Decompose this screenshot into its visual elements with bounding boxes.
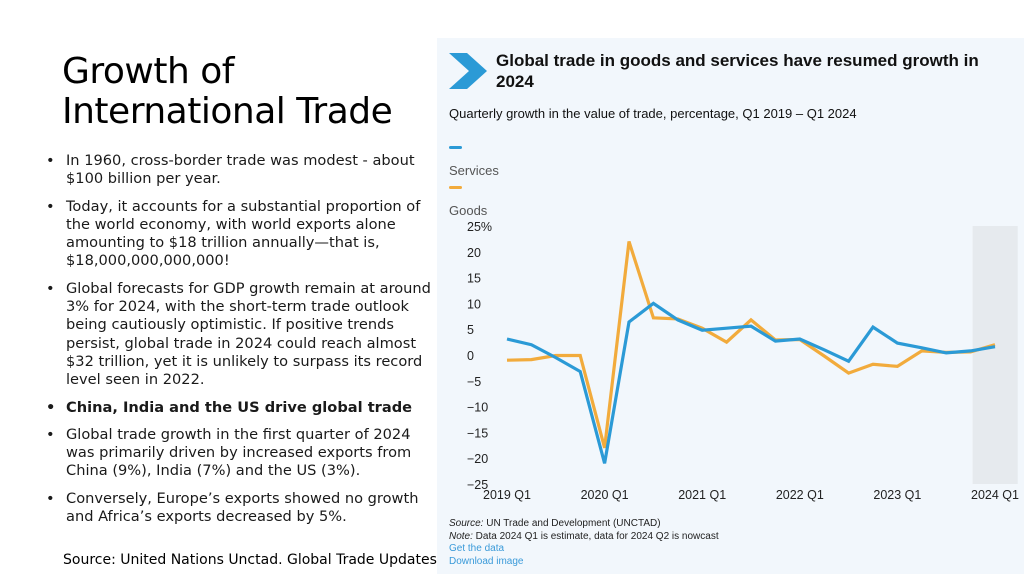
y-tick-label: 15 bbox=[467, 272, 481, 286]
chart-panel: Global trade in goods and services have … bbox=[437, 38, 1024, 574]
y-tick-label: 20 bbox=[467, 246, 481, 260]
download-image-link[interactable]: Download image bbox=[449, 555, 524, 567]
footer-note: Note: Data 2024 Q1 is estimate, data for… bbox=[449, 530, 719, 542]
series-line-services bbox=[506, 301, 996, 464]
y-tick-label: 25% bbox=[467, 220, 492, 234]
y-tick-label: 5 bbox=[467, 323, 474, 337]
series-line-goods bbox=[506, 241, 996, 449]
bullet-text: Global trade growth in the first quarter… bbox=[66, 425, 412, 480]
bullet-glyph: • bbox=[46, 425, 55, 443]
bullet-text: Today, it accounts for a substantial pro… bbox=[66, 197, 421, 270]
y-tick-label: 10 bbox=[467, 297, 481, 311]
bullet-glyph: • bbox=[46, 489, 55, 507]
chart-title: Global trade in goods and services have … bbox=[496, 51, 979, 91]
bullet-item: • Conversely, Europe’s exports showed no … bbox=[40, 490, 432, 527]
bullet-item: • In 1960, cross-border trade was modest … bbox=[40, 152, 432, 189]
bullet-item: • Today, it accounts for a substantial pr… bbox=[40, 198, 432, 271]
legend-label-goods: Goods bbox=[449, 203, 488, 218]
x-tick-label: 2019 Q1 bbox=[483, 488, 531, 502]
bullet-glyph: • bbox=[46, 152, 55, 169]
x-tick-label: 2024 Q1 bbox=[971, 488, 1019, 502]
bullet-text: Global forecasts for GDP growth remain a… bbox=[66, 279, 431, 389]
y-tick-label: −15 bbox=[467, 426, 488, 440]
shaded-estimate-region bbox=[972, 226, 1018, 484]
x-tick-label: 2020 Q1 bbox=[581, 488, 629, 502]
chart-footer: Source: UN Trade and Development (UNCTAD… bbox=[449, 518, 719, 568]
x-tick-label: 2022 Q1 bbox=[776, 488, 824, 502]
y-tick-label: 0 bbox=[467, 349, 474, 363]
bullet-text: China, India and the US drive global tra… bbox=[66, 398, 413, 416]
legend-label-services: Services bbox=[449, 163, 499, 178]
bullet-item: • Global trade growth in the first quarte… bbox=[40, 426, 432, 481]
chevron-right-icon bbox=[449, 53, 487, 89]
legend-swatch-services bbox=[449, 146, 462, 149]
chart-subtitle: Quarterly growth in the value of trade, … bbox=[449, 106, 857, 121]
y-tick-label: −20 bbox=[467, 452, 488, 466]
bullet-text: In 1960, cross-border trade was modest -… bbox=[66, 152, 415, 188]
bullet-item: • Global forecasts for GDP growth remain … bbox=[40, 280, 432, 390]
x-tick-label: 2021 Q1 bbox=[678, 488, 726, 502]
y-tick-label: −25 bbox=[467, 478, 488, 492]
get-data-link[interactable]: Get the data bbox=[449, 543, 505, 554]
bullet-glyph: • bbox=[46, 197, 55, 215]
slide-source: Source: United Nations Unctad. Global Tr… bbox=[63, 552, 437, 568]
bullet-glyph: • bbox=[46, 398, 56, 416]
y-tick-label: −10 bbox=[467, 401, 488, 415]
bullet-item: • China, India and the US drive global tr… bbox=[40, 399, 432, 417]
y-tick-label: −5 bbox=[467, 375, 481, 389]
slide-title: Growth of International Trade bbox=[62, 51, 393, 132]
bullet-glyph: • bbox=[46, 279, 55, 297]
x-tick-label: 2023 Q1 bbox=[873, 488, 921, 502]
footer-source: Source: UN Trade and Development (UNCTAD… bbox=[449, 518, 661, 529]
bullet-list: • In 1960, cross-border trade was modest … bbox=[40, 152, 432, 535]
bullet-text: Conversely, Europe’s exports showed no g… bbox=[66, 489, 419, 526]
legend-swatch-goods bbox=[449, 186, 462, 189]
